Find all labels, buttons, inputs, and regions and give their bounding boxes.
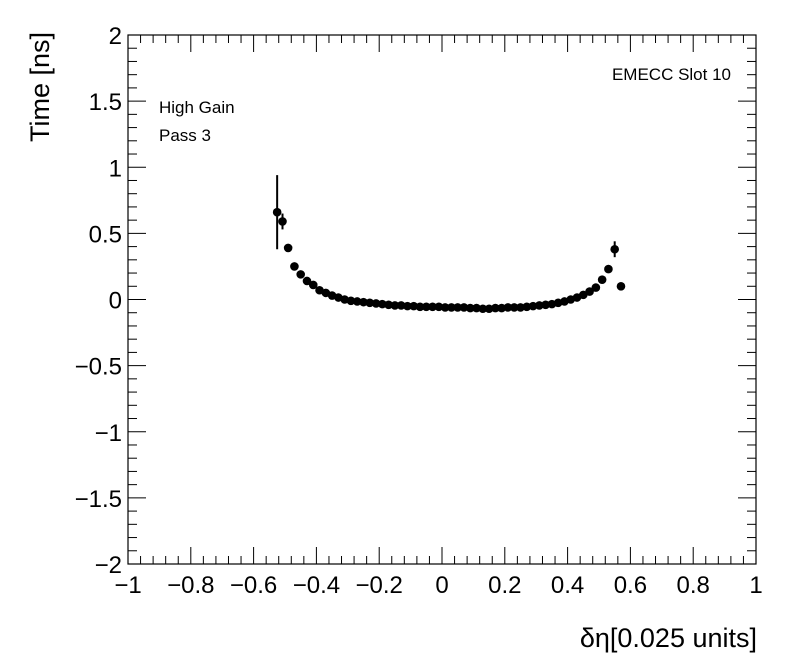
x-tick-label: 0.4 bbox=[551, 572, 584, 599]
data-point bbox=[308, 280, 318, 290]
data-point bbox=[415, 302, 425, 312]
data-point bbox=[516, 303, 525, 312]
y-tick-label: 1 bbox=[109, 155, 122, 182]
data-point bbox=[290, 262, 299, 271]
axis-ticks bbox=[127, 34, 757, 565]
data-point bbox=[591, 283, 601, 292]
data-point bbox=[302, 276, 312, 286]
x-tick-label: 0 bbox=[435, 572, 448, 599]
data-point bbox=[472, 303, 481, 313]
y-tick-label: −1.5 bbox=[75, 486, 122, 513]
data-point bbox=[610, 244, 619, 254]
y-tick-label: −0.5 bbox=[75, 354, 122, 381]
data-point bbox=[296, 270, 306, 279]
x-tick-label: 0.2 bbox=[488, 572, 521, 599]
x-tick-label: 1 bbox=[749, 572, 762, 599]
data-point bbox=[403, 301, 412, 311]
data-points bbox=[272, 207, 626, 314]
data-point bbox=[352, 297, 362, 306]
data-point bbox=[597, 275, 607, 284]
y-tick-label: 0.5 bbox=[89, 221, 122, 248]
data-point bbox=[422, 302, 431, 312]
data-point bbox=[465, 303, 475, 313]
x-tick-label: −0.4 bbox=[293, 572, 340, 599]
data-point bbox=[604, 264, 613, 274]
y-tick-label: 2 bbox=[109, 23, 122, 50]
data-point bbox=[434, 302, 444, 312]
data-point bbox=[497, 303, 506, 313]
data-point bbox=[453, 303, 463, 312]
x-tick-label: −0.8 bbox=[167, 572, 214, 599]
data-point bbox=[522, 302, 532, 312]
data-point bbox=[396, 301, 406, 310]
tick-labels: −1 −0.8 −0.6 −0.4 −0.2 0 0.2 0.4 0.6 0.8 1 −2 −1.5 −1… bbox=[75, 23, 763, 599]
y-tick-label: −2 bbox=[95, 552, 122, 579]
data-point bbox=[447, 303, 456, 312]
pass-label: Pass 3 bbox=[159, 126, 211, 145]
data-point bbox=[390, 301, 400, 310]
x-tick-label: −0.6 bbox=[230, 572, 277, 599]
plot-frame bbox=[127, 34, 757, 565]
data-point bbox=[585, 287, 594, 296]
data-point bbox=[428, 302, 437, 312]
data-point bbox=[509, 303, 519, 312]
data-point bbox=[528, 301, 538, 311]
data-point bbox=[365, 298, 375, 308]
slot-label: EMECC Slot 10 bbox=[612, 65, 731, 84]
data-point bbox=[272, 207, 282, 217]
data-point bbox=[283, 243, 293, 253]
data-point bbox=[616, 281, 626, 291]
gain-label: High Gain bbox=[159, 98, 235, 117]
data-point bbox=[491, 303, 500, 313]
data-point bbox=[409, 301, 419, 311]
x-tick-label: 0.8 bbox=[677, 572, 710, 599]
data-point bbox=[484, 304, 494, 314]
y-axis-title: Time [ns] bbox=[25, 32, 55, 142]
data-point bbox=[440, 303, 450, 312]
x-tick-label: 0.6 bbox=[614, 572, 647, 599]
y-tick-label: 1.5 bbox=[89, 89, 122, 116]
x-tick-label: −0.2 bbox=[356, 572, 403, 599]
data-point bbox=[278, 217, 287, 226]
data-point bbox=[359, 297, 368, 307]
y-tick-label: 0 bbox=[109, 288, 122, 315]
data-point bbox=[346, 296, 356, 306]
data-point bbox=[541, 300, 550, 310]
data-point bbox=[535, 301, 544, 310]
x-axis-title: δη[0.025 units] bbox=[580, 623, 757, 653]
data-point bbox=[371, 299, 381, 308]
x-tick-label: −1 bbox=[114, 572, 141, 599]
data-point bbox=[459, 303, 469, 312]
data-point bbox=[503, 303, 513, 312]
data-point bbox=[478, 304, 488, 314]
data-point bbox=[378, 299, 387, 309]
data-point bbox=[384, 300, 393, 310]
y-tick-label: −1 bbox=[95, 420, 122, 447]
